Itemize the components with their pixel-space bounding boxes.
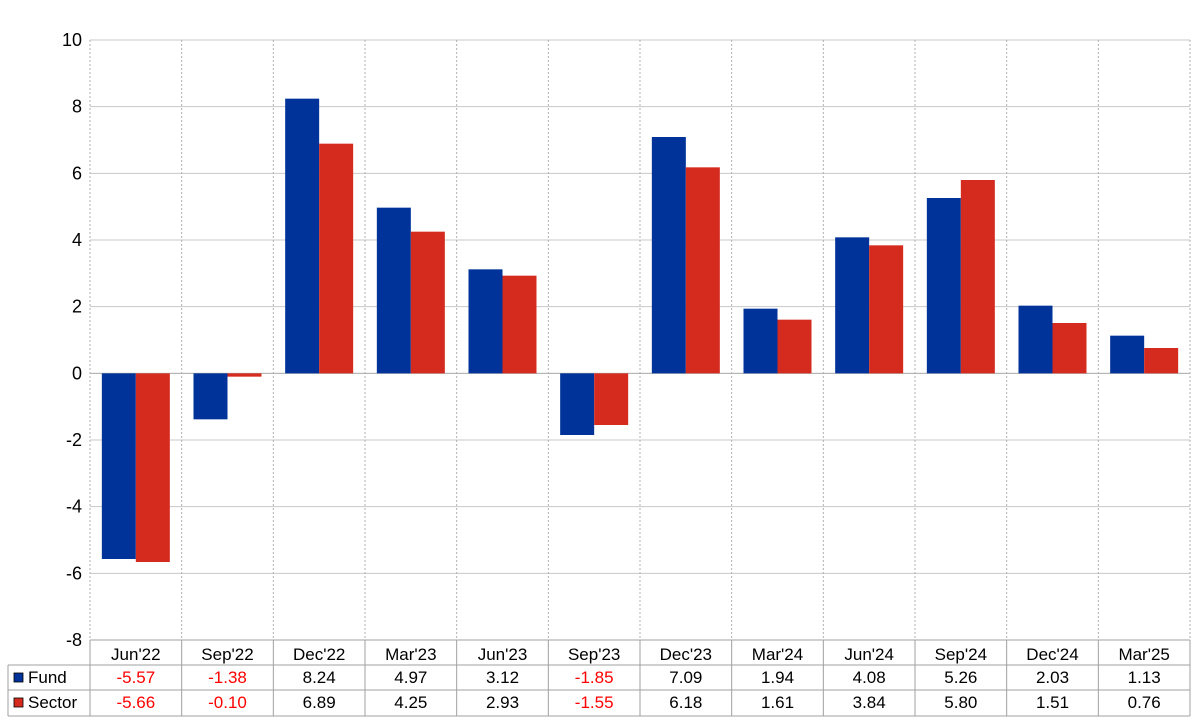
- data-label-sector: 3.84: [853, 693, 886, 712]
- data-label-sector: 1.51: [1036, 693, 1069, 712]
- bar-sector: [319, 143, 354, 374]
- legend-label-fund: Fund: [28, 668, 67, 687]
- x-tick-label: Mar'25: [1118, 645, 1169, 664]
- y-tick-label: -6: [66, 563, 82, 583]
- x-tick-label: Sep'23: [568, 645, 620, 664]
- y-axis: 10 8 6 4 2 0 -2 -4 -6 -8: [62, 30, 82, 650]
- y-tick-label: 2: [72, 297, 82, 317]
- x-tick-label: Sep'24: [935, 645, 987, 664]
- y-tick-label: 0: [72, 363, 82, 383]
- bar-fund: [1018, 305, 1053, 374]
- bar-fund: [376, 207, 411, 374]
- bar-fund: [926, 198, 961, 374]
- data-label-sector: 6.18: [669, 693, 702, 712]
- bar-sector: [227, 373, 262, 377]
- bar-sector: [685, 167, 720, 374]
- x-tick-label: Mar'23: [385, 645, 436, 664]
- data-label-sector: -1.55: [575, 693, 614, 712]
- x-tick-label: Dec'24: [1026, 645, 1078, 664]
- data-label-sector: 2.93: [486, 693, 519, 712]
- data-label-fund: 4.08: [853, 668, 886, 687]
- bar-sector: [502, 275, 537, 374]
- data-label-fund: 1.13: [1128, 668, 1161, 687]
- data-label-fund: 2.03: [1036, 668, 1069, 687]
- y-tick-label: -4: [66, 497, 82, 517]
- data-label-fund: -1.85: [575, 668, 614, 687]
- bars: [101, 98, 1179, 562]
- bar-sector: [1052, 323, 1087, 374]
- bar-fund: [285, 98, 320, 374]
- x-tick-label: Jun'23: [478, 645, 528, 664]
- data-label-sector: 1.61: [761, 693, 794, 712]
- bar-fund: [1110, 335, 1145, 374]
- legend-label-sector: Sector: [28, 693, 77, 712]
- data-label-fund: 3.12: [486, 668, 519, 687]
- bar-fund: [468, 269, 503, 374]
- bar-sector: [410, 231, 445, 374]
- y-tick-label: -8: [66, 630, 82, 650]
- bar-sector: [135, 373, 170, 562]
- bar-fund: [651, 137, 686, 374]
- data-table: Jun'22 Sep'22 Dec'22 Mar'23 Jun'23 Sep'23 Dec'…: [7, 639, 1191, 717]
- legend-swatch-sector: [13, 697, 24, 708]
- data-label-sector: -5.66: [116, 693, 155, 712]
- data-label-sector: 0.76: [1128, 693, 1161, 712]
- x-tick-label: Dec'23: [660, 645, 712, 664]
- data-label-sector: -0.10: [208, 693, 247, 712]
- y-tick-label: -2: [66, 430, 82, 450]
- data-label-fund: -1.38: [208, 668, 247, 687]
- data-label-fund: 1.94: [761, 668, 794, 687]
- x-tick-label: Sep'22: [201, 645, 253, 664]
- bar-sector: [869, 245, 904, 374]
- legend-swatch-fund: [13, 672, 24, 683]
- bar-sector: [1144, 348, 1179, 374]
- data-label-fund: 7.09: [669, 668, 702, 687]
- y-tick-label: 6: [72, 163, 82, 183]
- bar-fund: [835, 237, 870, 374]
- y-tick-label: 10: [62, 30, 82, 50]
- bar-fund: [193, 373, 228, 420]
- data-label-fund: 5.26: [944, 668, 977, 687]
- grid-lines: [89, 39, 1191, 641]
- x-tick-label: Jun'24: [844, 645, 894, 664]
- data-label-fund: 4.97: [394, 668, 427, 687]
- bar-fund: [743, 308, 778, 374]
- bar-sector: [777, 319, 812, 374]
- data-label-sector: 4.25: [394, 693, 427, 712]
- x-tick-label: Jun'22: [111, 645, 161, 664]
- y-tick-label: 8: [72, 97, 82, 117]
- data-label-sector: 5.80: [944, 693, 977, 712]
- y-tick-label: 4: [72, 230, 82, 250]
- data-label-fund: -5.57: [116, 668, 155, 687]
- bar-sector: [960, 180, 995, 374]
- bar-fund: [101, 373, 136, 559]
- data-label-sector: 6.89: [303, 693, 336, 712]
- data-label-fund: 8.24: [303, 668, 336, 687]
- x-tick-label: Mar'24: [752, 645, 803, 664]
- bar-fund: [560, 373, 595, 435]
- bar-sector: [594, 373, 629, 425]
- x-tick-label: Dec'22: [293, 645, 345, 664]
